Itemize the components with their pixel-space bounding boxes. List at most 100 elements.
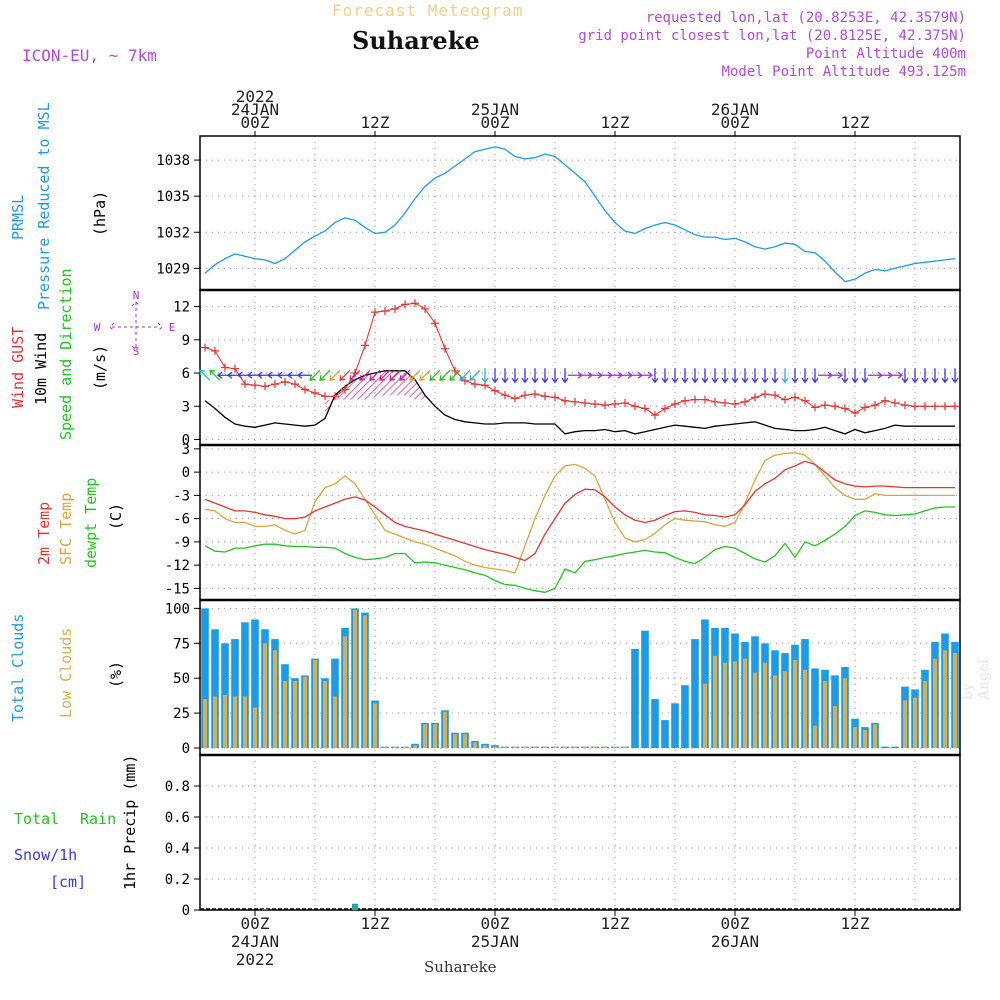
top-time-label: 12Z: [841, 113, 870, 132]
legend-cm: [cm]: [50, 873, 86, 891]
legend-sfc-temp: SFC Temp: [57, 493, 75, 565]
wind-direction-arrow: [951, 368, 959, 384]
wind-direction-arrow: [901, 368, 909, 384]
wind-legend: Wind GUST 10m Wind Speed and Direction (m/s…: [9, 268, 109, 440]
bottom-time-label: 24JAN: [231, 932, 279, 951]
top-time-label: 00Z: [241, 113, 270, 132]
y-tick-label: 1029: [156, 261, 190, 277]
precip-plot: [200, 903, 960, 910]
total-cloud-bar: [701, 619, 709, 748]
wind-direction-arrow: [329, 369, 341, 381]
total-cloud-bar: [891, 746, 899, 748]
gust-marker: [811, 403, 819, 412]
wind-direction-arrow: [671, 368, 679, 384]
gust-marker: [241, 380, 249, 389]
low-cloud-bar: [553, 746, 557, 748]
y-tick-label: -6: [173, 512, 190, 528]
low-cloud-bar: [323, 681, 327, 748]
low-cloud-bar: [573, 746, 577, 748]
legend-10m-wind: 10m Wind: [32, 333, 50, 405]
low-cloud-bar: [483, 745, 487, 748]
gust-marker: [441, 344, 449, 353]
gust-marker: [251, 381, 259, 390]
wind-direction-arrow: [811, 368, 819, 384]
wind-direction-arrow: [429, 369, 441, 381]
gust-marker: [851, 408, 859, 417]
low-cloud-bar: [433, 724, 437, 748]
gust-marker: [891, 398, 899, 407]
wind-direction-arrow: [888, 371, 904, 379]
gust-marker: [941, 402, 949, 411]
unit-hpa: (hPa): [91, 191, 109, 236]
gust-marker: [861, 403, 869, 412]
gust-marker: [601, 401, 609, 410]
y-tick-label: -9: [173, 535, 190, 551]
wind-direction-arrow: [651, 368, 659, 384]
gust-marker: [641, 404, 649, 413]
low-cloud-bar: [523, 746, 527, 748]
low-cloud-bar: [743, 658, 747, 748]
low-cloud-bar: [303, 676, 307, 748]
wind-direction-arrow: [469, 369, 481, 381]
low-cloud-bar: [203, 699, 207, 748]
legend-total-clouds: Total Clouds: [9, 614, 27, 722]
wind-direction-arrow: [781, 368, 789, 384]
pressure-legend: PRMSL Pressure Reduced to MSL (hPa): [9, 102, 109, 310]
y-tick-label: 100: [165, 601, 190, 617]
pressure-plot: [204, 146, 956, 283]
wind-direction-arrow: [801, 368, 809, 384]
gust-marker: [661, 404, 669, 413]
low-cloud-bar: [773, 675, 777, 748]
wind-direction-arrow: [439, 369, 451, 381]
gust-marker: [801, 396, 809, 405]
gust-marker: [921, 402, 929, 411]
low-cloud-bar: [853, 727, 857, 748]
gust-marker: [671, 400, 679, 409]
wind-direction-arrow: [791, 368, 799, 384]
gust-marker: [631, 402, 639, 411]
wind-direction-arrow: [911, 368, 919, 384]
y-tick-label: 9: [182, 333, 190, 349]
wind-direction-arrow: [449, 369, 461, 381]
low-cloud-bar: [363, 615, 367, 749]
total-cloud-bar: [641, 630, 649, 748]
wind-direction-arrow: [309, 369, 321, 381]
wind-direction-arrow: [531, 368, 539, 384]
gust-marker: [201, 343, 209, 352]
wind-direction-arrow: [751, 368, 759, 384]
panel-frame: [199, 135, 961, 291]
footer-location: Suhareke: [424, 958, 497, 976]
location-title: Suhareke: [352, 26, 480, 55]
wind-direction-arrow: [319, 369, 331, 381]
sfc-temp-line: [204, 452, 955, 574]
unit-ms: (m/s): [91, 345, 109, 390]
gust-marker: [301, 385, 309, 394]
low-cloud-bar: [263, 643, 267, 748]
low-cloud-bar: [313, 660, 317, 748]
low-cloud-bar: [473, 742, 477, 748]
pressure-line: [204, 146, 956, 283]
gust-marker: [841, 404, 849, 413]
legend-speed-direction: Speed and Direction: [57, 268, 75, 440]
gust-marker: [271, 380, 279, 389]
wind-direction-arrow: [561, 368, 569, 384]
low-cloud-bar: [723, 662, 727, 748]
gust-marker: [831, 402, 839, 411]
y-tick-label: -12: [165, 558, 190, 574]
y-tick-label: 1032: [156, 225, 190, 241]
low-cloud-bar: [593, 746, 597, 748]
gust-marker: [261, 382, 269, 391]
y-tick-label: 1035: [156, 189, 190, 205]
y-tick-label: 50: [173, 671, 190, 687]
low-cloud-bar: [793, 660, 797, 748]
gust-marker: [771, 391, 779, 400]
low-cloud-bar: [873, 724, 877, 748]
low-cloud-bar: [403, 746, 407, 748]
total-cloud-bar: [631, 648, 639, 748]
wind-direction-arrow: [851, 368, 859, 384]
compass-west: W: [94, 321, 101, 334]
top-time-label: 12Z: [361, 113, 390, 132]
requested-coords: requested lon,lat (20.8253E, 42.3579N): [645, 10, 966, 26]
gust-marker: [691, 395, 699, 404]
